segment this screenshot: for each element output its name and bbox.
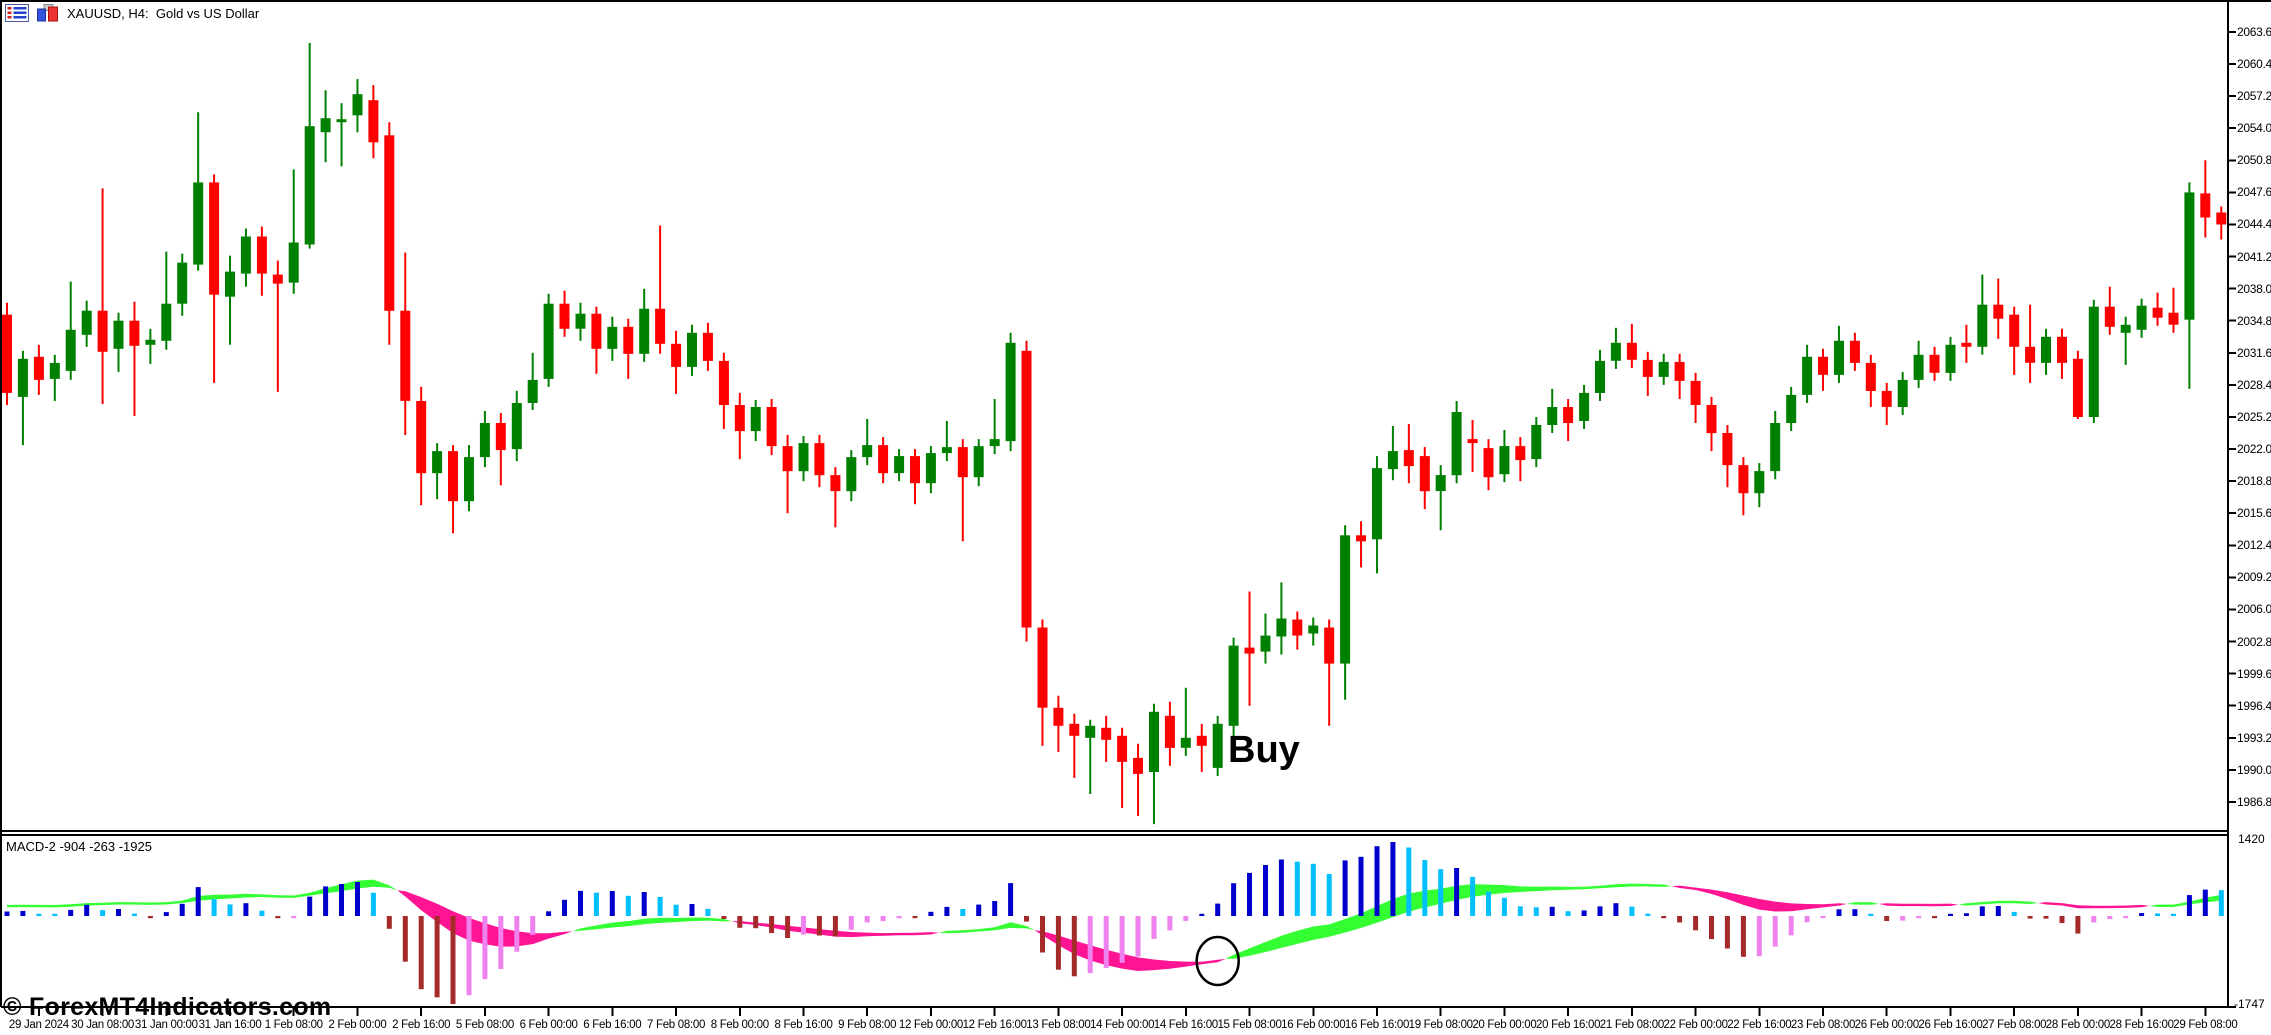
watermark: © ForexMT4Indicators.com	[3, 993, 332, 1021]
circle-annotation	[1195, 935, 1240, 987]
price-tick-label: 2028.40	[2237, 377, 2271, 392]
time-tick-label: 2 Feb 00:00	[328, 1019, 387, 1031]
time-tick-label: 2 Feb 16:00	[392, 1019, 451, 1031]
time-tick-label: 9 Feb 08:00	[838, 1019, 897, 1031]
time-tick-label: 14 Feb 00:00	[1090, 1019, 1155, 1031]
price-tick-label: 1993.20	[2237, 730, 2271, 745]
time-tick-label: 29 Feb 08:00	[2173, 1019, 2238, 1031]
price-tick-label: 1999.60	[2237, 666, 2271, 681]
time-tick-label: 30 Jan 08:00	[71, 1019, 135, 1031]
time-tick-label: 28 Feb 16:00	[2109, 1019, 2174, 1031]
time-tick-label: 16 Feb 16:00	[1344, 1019, 1410, 1031]
price-tick-label: 1990.00	[2237, 762, 2271, 777]
time-tick-label: 26 Feb 16:00	[1918, 1019, 1983, 1031]
time-tick-label: 16 Feb 00:00	[1281, 1019, 1346, 1031]
price-tick-label: 2054.00	[2237, 121, 2271, 136]
charts-grid-icon[interactable]	[5, 4, 29, 22]
price-tick-label: 2025.20	[2237, 409, 2271, 424]
time-tick-label: 23 Feb 08:00	[1790, 1019, 1856, 1031]
time-tick-label: 29 Jan 2024	[8, 1019, 69, 1031]
time-tick-label: 7 Feb 08:00	[647, 1019, 706, 1031]
time-tick-label: 8 Feb 00:00	[710, 1019, 769, 1031]
time-tick-label: 22 Feb 16:00	[1727, 1019, 1792, 1031]
time-tick-label: 12 Feb 00:00	[898, 1019, 964, 1031]
time-tick-label: 27 Feb 08:00	[1982, 1019, 2047, 1031]
price-tick-label: 2060.40	[2237, 57, 2271, 72]
time-tick-label: 31 Jan 00:00	[134, 1019, 198, 1031]
price-tick-label: 2034.80	[2237, 313, 2271, 328]
price-tick-label: 2022.00	[2237, 442, 2271, 457]
price-tick-label: 2038.00	[2237, 281, 2271, 296]
indicator-scale-min: -1747	[2234, 997, 2265, 1011]
indicator-scale-max: 1420	[2238, 832, 2265, 846]
bar-chart-icon[interactable]	[36, 4, 60, 22]
price-tick-label: 2041.20	[2237, 249, 2271, 264]
price-tick-label: 2063.60	[2237, 25, 2271, 39]
price-tick-label: 2018.80	[2237, 474, 2271, 489]
time-tick-label: 21 Feb 08:00	[1599, 1019, 1664, 1031]
panel-divider[interactable]	[2, 831, 2228, 835]
time-tick-label: 15 Feb 08:00	[1217, 1019, 1282, 1031]
time-tick-label: 5 Feb 08:00	[455, 1019, 514, 1031]
time-tick-label: 19 Feb 08:00	[1408, 1019, 1473, 1031]
time-tick-label: 20 Feb 16:00	[1536, 1019, 1601, 1031]
chart-titlebar: XAUUSD, H4: Gold vs US Dollar	[5, 4, 259, 22]
time-tick-label: 1 Feb 08:00	[264, 1019, 323, 1031]
time-tick-label: 14 Feb 16:00	[1153, 1019, 1218, 1031]
time-tick-label: 28 Feb 00:00	[2045, 1019, 2110, 1031]
price-tick-label: 2009.20	[2237, 570, 2271, 585]
price-tick-label: 2002.80	[2237, 634, 2271, 649]
price-tick-label: 2044.40	[2237, 217, 2271, 232]
candles	[2, 43, 2227, 825]
price-tick-label: 2050.80	[2237, 153, 2271, 168]
time-tick-label: 12 Feb 16:00	[962, 1019, 1027, 1031]
time-tick-label: 8 Feb 16:00	[774, 1019, 833, 1031]
price-tick-label: 1986.80	[2237, 794, 2271, 809]
time-tick-label: 6 Feb 00:00	[519, 1019, 578, 1031]
indicator-label: MACD-2 -904 -263 -1925	[6, 839, 152, 854]
time-tick-label: 31 Jan 16:00	[198, 1019, 262, 1031]
price-tick-label: 2047.60	[2237, 185, 2271, 200]
time-tick-label: 22 Feb 00:00	[1663, 1019, 1728, 1031]
time-tick-label: 13 Feb 08:00	[1026, 1019, 1091, 1031]
buy-annotation: Buy	[1228, 729, 1300, 771]
price-tick-label: 2012.40	[2237, 538, 2271, 553]
price-tick-label: 2006.00	[2237, 602, 2271, 617]
macd-histogram	[4, 842, 2224, 1004]
price-tick-label: 2057.20	[2237, 89, 2271, 104]
chart-title: XAUUSD, H4: Gold vs US Dollar	[67, 5, 260, 21]
time-tick-label: 26 Feb 00:00	[1854, 1019, 1919, 1031]
price-tick-label: 2015.60	[2237, 506, 2271, 521]
price-tick-label: 1996.40	[2237, 698, 2271, 713]
time-tick-label: 20 Feb 00:00	[1472, 1019, 1537, 1031]
time-tick-label: 6 Feb 16:00	[583, 1019, 642, 1031]
price-tick-label: 2031.60	[2237, 345, 2271, 360]
